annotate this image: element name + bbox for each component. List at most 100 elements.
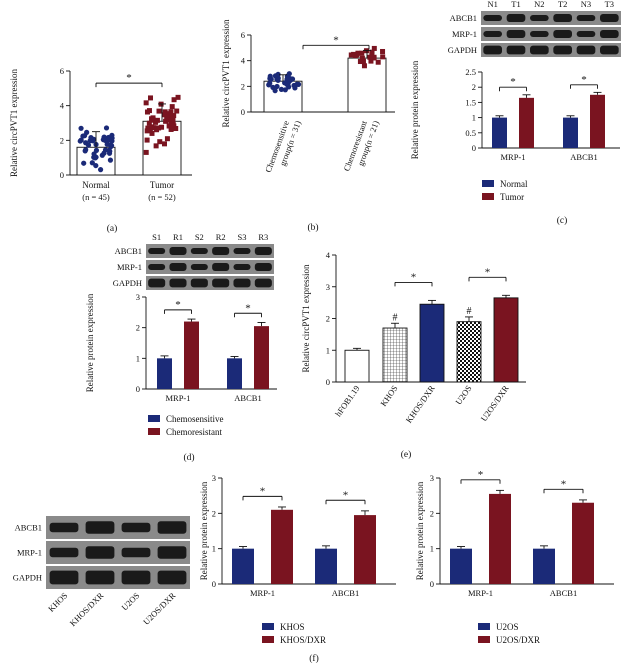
data-point	[144, 137, 150, 143]
significance-star: *	[561, 478, 567, 490]
legend-swatch	[148, 428, 160, 435]
y-tick-label: 6	[60, 66, 64, 76]
blot-c-band	[530, 45, 549, 55]
bar-khos-dxr	[419, 303, 445, 383]
data-point	[165, 111, 171, 117]
y-tick-label: 1	[472, 113, 476, 123]
significance-star: *	[581, 74, 587, 86]
blot-c-band	[600, 45, 619, 55]
blot-lane-label-f: U2OS/DXR	[141, 590, 178, 627]
x-tick-label: KHOS	[378, 383, 400, 408]
blot-c-band	[506, 30, 526, 38]
blot-row-label: ABCB1	[15, 523, 42, 533]
blot-lane-label: T1	[511, 0, 520, 9]
blot-f-band	[85, 521, 115, 534]
significance-star: *	[343, 489, 349, 501]
blot-f-band	[157, 521, 187, 534]
x-tick-label: ABCB1	[332, 588, 359, 598]
y-tick-label: 2.5	[465, 67, 476, 77]
data-point	[106, 150, 113, 156]
data-point	[83, 147, 89, 153]
panel-label-c: (c)	[557, 215, 568, 226]
y-tick-label: 4	[241, 56, 246, 66]
blot-c-band	[483, 14, 502, 22]
data-point	[357, 59, 363, 65]
legend-swatch	[262, 636, 274, 643]
blot-c-band	[553, 45, 572, 55]
significance-star: *	[411, 271, 417, 283]
x-tick-label-tumor: Tumor	[150, 180, 174, 190]
legend-label: KHOS/DXR	[280, 635, 326, 645]
data-point	[92, 155, 98, 161]
y-tick-label: 0	[136, 384, 140, 394]
blot-row-label: MRP-1	[452, 29, 477, 39]
panel-label-b: (b)	[307, 222, 318, 233]
x-tick-label-normal: Normal	[82, 180, 110, 190]
data-point	[274, 83, 280, 90]
x-tick-label: U2OS/DXR	[479, 383, 511, 423]
bar-chemosensitive	[157, 358, 172, 389]
panel-label-a: (a)	[107, 223, 118, 234]
blot-f-band	[121, 522, 151, 533]
blot-c-band	[576, 30, 596, 38]
panel-label-f: (f)	[309, 653, 319, 664]
bar-u2os-dxr	[572, 502, 594, 584]
bar-tumor	[590, 94, 605, 148]
y-tick-label: 3	[326, 282, 330, 292]
data-point	[292, 85, 298, 91]
y-tick-label: 2	[326, 314, 330, 324]
blot-lane-label-f: U2OS	[119, 590, 141, 612]
data-point	[274, 72, 280, 79]
blot-lane-label: T3	[605, 0, 614, 9]
data-point	[147, 127, 153, 133]
blot-c-band	[553, 14, 572, 22]
data-point	[101, 150, 107, 156]
bar-u2os	[456, 321, 482, 383]
data-point	[108, 143, 115, 149]
data-point	[171, 97, 177, 103]
data-point	[351, 51, 357, 57]
y-axis-label: Relative circPVT1 expression	[301, 264, 311, 372]
blot-row-label: ABCB1	[115, 246, 142, 256]
blot-f-band	[157, 570, 187, 585]
y-tick-label: 2	[212, 508, 216, 518]
bar-khos	[232, 548, 254, 584]
blot-d-band	[212, 247, 230, 255]
blot-d-band	[190, 247, 208, 255]
data-point	[143, 100, 149, 106]
blot-f-strip	[46, 566, 190, 589]
data-point	[169, 104, 175, 110]
bar-chemoresistant	[184, 321, 199, 389]
data-point	[266, 82, 272, 88]
bar-khos	[382, 327, 408, 383]
blot-d-band	[233, 247, 251, 255]
blot-lane-label: N1	[487, 0, 497, 9]
data-point	[174, 108, 180, 114]
x-tick-label: hFOB1.19	[333, 383, 362, 418]
x-tick-label: MRP-1	[165, 393, 190, 403]
data-point	[97, 167, 104, 173]
data-point	[143, 149, 149, 155]
y-tick-label: 4	[60, 101, 65, 111]
data-point	[371, 45, 377, 51]
data-point	[159, 124, 165, 130]
blot-lane-label: S3	[238, 232, 247, 242]
y-tick-label: 1.5	[465, 97, 476, 107]
y-tick-label: 0	[472, 143, 476, 153]
blot-row-label: ABCB1	[450, 13, 477, 23]
data-point	[103, 125, 110, 131]
blot-f-band	[85, 570, 115, 585]
blot-f-band	[121, 547, 151, 558]
legend-swatch	[262, 623, 274, 630]
data-point	[154, 127, 160, 133]
data-point	[83, 140, 89, 146]
blot-d-band	[254, 247, 272, 255]
blot-c-band	[576, 45, 596, 55]
data-point	[278, 86, 285, 93]
blot-f-band	[157, 546, 187, 559]
blot-row-label: GAPDH	[113, 278, 142, 288]
data-point	[82, 133, 88, 139]
y-tick-label: 0	[212, 579, 216, 589]
data-point	[295, 81, 302, 87]
blot-lane-label: S2	[195, 232, 204, 242]
